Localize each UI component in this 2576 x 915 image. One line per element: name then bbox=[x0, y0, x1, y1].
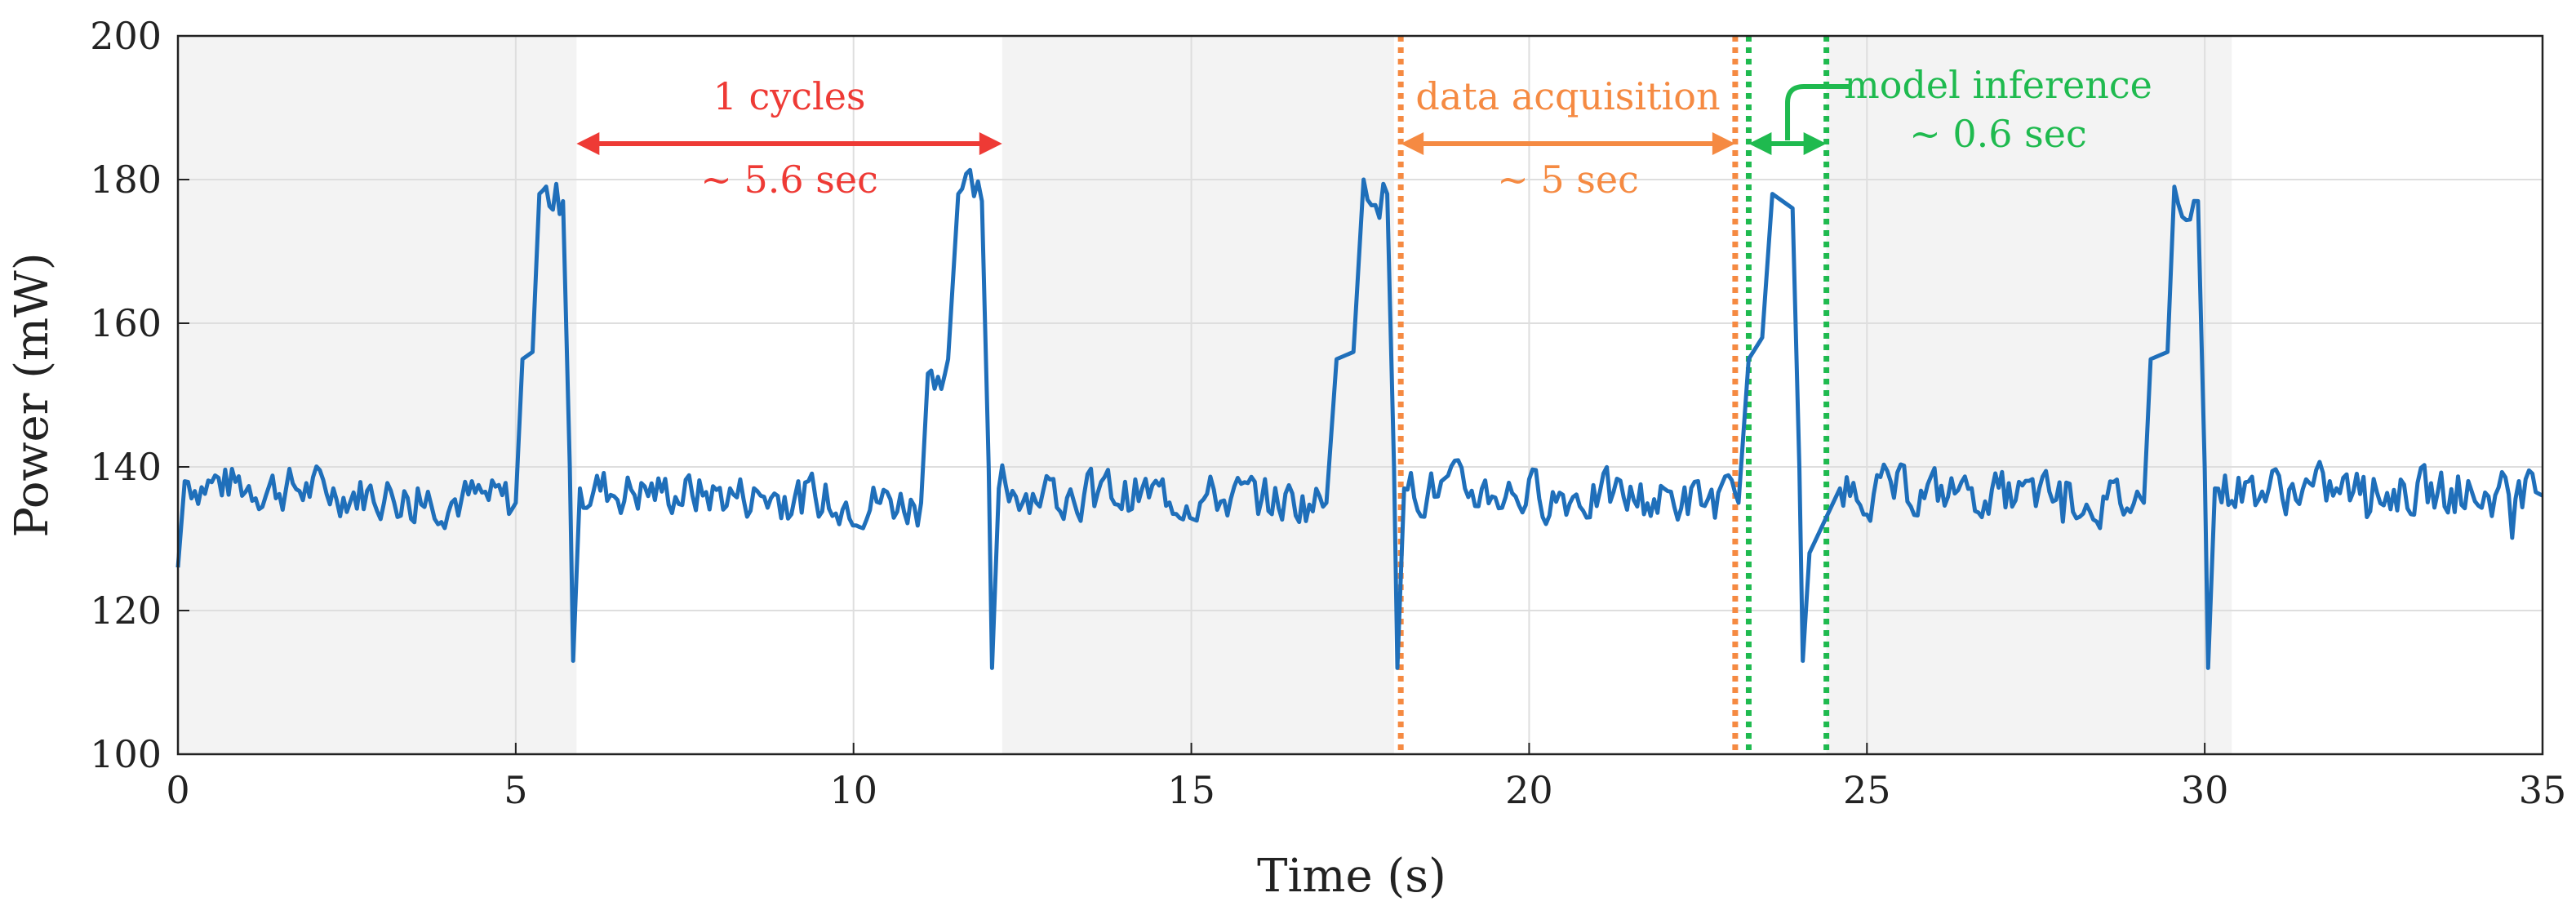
y-tick-label: 140 bbox=[90, 445, 162, 489]
annotation-arrow-acq-head-left bbox=[1401, 132, 1424, 155]
annotations: 1 cycles ~ 5.6 sec data acquisition ~ 5 sec… bbox=[576, 63, 2152, 202]
x-tick-label: 0 bbox=[166, 768, 189, 812]
annotation-arrow-cycle-head-left bbox=[576, 132, 600, 155]
annotation-sublabel-cycle: ~ 5.6 sec bbox=[700, 158, 878, 202]
y-tick-label: 180 bbox=[90, 158, 162, 202]
y-tick-label: 200 bbox=[90, 14, 162, 58]
annotation-arrow-inf-head-left bbox=[1748, 132, 1772, 155]
annotation-arrow-cycle-head-right bbox=[979, 132, 1002, 155]
x-tick-label: 15 bbox=[1167, 768, 1215, 812]
annotation-arrow-acq-head-right bbox=[1712, 132, 1735, 155]
x-axis-label: Time (s) bbox=[1257, 850, 1446, 903]
shaded-region bbox=[1002, 36, 1394, 754]
x-tick-label: 35 bbox=[2519, 768, 2567, 812]
annotation-label-acq: data acquisition bbox=[1415, 74, 1720, 118]
annotation-label-cycle: 1 cycles bbox=[713, 74, 866, 118]
power-series-line bbox=[175, 167, 2544, 670]
annotation-arrow-cycle bbox=[576, 132, 1002, 155]
shaded-region bbox=[1826, 36, 2232, 754]
annotation-arrow-acq bbox=[1401, 132, 1735, 155]
y-tick-label: 120 bbox=[90, 589, 162, 633]
annotation-arrow-inf-head-right bbox=[1803, 132, 1827, 155]
axes bbox=[176, 34, 2544, 756]
x-tick-label: 10 bbox=[829, 768, 877, 812]
y-tick-label: 100 bbox=[90, 732, 162, 776]
x-tick-label: 5 bbox=[504, 768, 527, 812]
y-tick-label: 160 bbox=[90, 301, 162, 345]
series-layer bbox=[175, 167, 2544, 670]
x-tick-label: 30 bbox=[2181, 768, 2229, 812]
phase-markers bbox=[1397, 36, 1830, 754]
annotation-sublabel-acq: ~ 5 sec bbox=[1497, 158, 1639, 202]
shaded-regions bbox=[178, 36, 2543, 754]
tick-labels: 0 5 10 15 20 25 30 35 100 120 140 160 180 200 bbox=[90, 14, 2566, 812]
x-tick-label: 20 bbox=[1505, 768, 1553, 812]
y-axis-label: Power (mW) bbox=[6, 252, 59, 537]
shaded-region bbox=[178, 36, 577, 754]
annotation-arrow-inf bbox=[1748, 132, 1827, 155]
annotation-connector-inf bbox=[1785, 84, 1851, 140]
annotation-label-inf: model inference bbox=[1844, 63, 2152, 107]
annotation-sublabel-inf: ~ 0.6 sec bbox=[1909, 112, 2087, 156]
x-tick-label: 25 bbox=[1843, 768, 1891, 812]
plot-frame bbox=[176, 34, 2544, 756]
